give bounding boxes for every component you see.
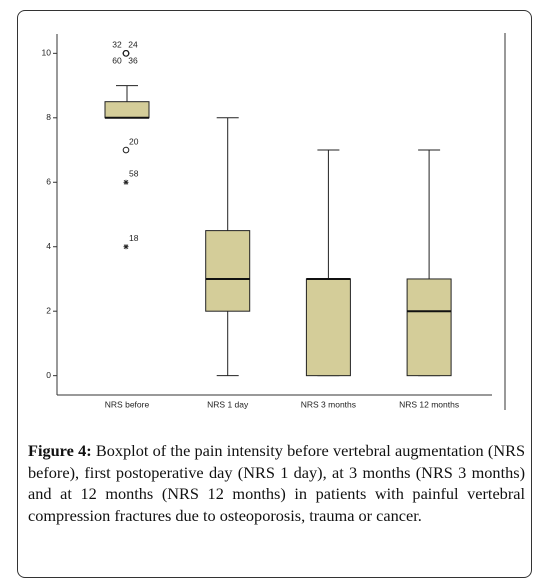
outlier-extreme: [123, 179, 129, 185]
figure-frame: [17, 10, 532, 578]
box: [305, 278, 351, 377]
outlier: [122, 146, 130, 154]
y-tick-label: 8: [46, 112, 51, 122]
outlier-extreme: [123, 244, 129, 250]
caption-label: Figure 4:: [28, 441, 92, 460]
box: [406, 278, 452, 377]
outlier-label: 58: [129, 169, 139, 179]
box: [104, 101, 150, 119]
y-tick-label: 2: [46, 305, 51, 315]
outlier-label: 32: [112, 40, 122, 50]
caption-text: Boxplot of the pain intensity before ver…: [28, 441, 525, 525]
y-tick-label: 4: [46, 241, 51, 251]
outlier-label: 20: [129, 136, 139, 146]
outlier-label: 18: [129, 233, 139, 243]
outlier-label: 60: [112, 56, 122, 66]
y-tick-label: 6: [46, 177, 51, 187]
x-tick-label: NRS 3 months: [301, 399, 356, 409]
x-tick-label: NRS 1 day: [207, 399, 249, 409]
caption: Figure 4: Boxplot of the pain intensity …: [28, 440, 525, 526]
y-tick-label: 0: [46, 370, 51, 380]
box: [205, 230, 251, 312]
y-tick-label: 10: [42, 48, 52, 58]
outlier-label: 36: [128, 56, 138, 66]
outlier: [122, 50, 130, 57]
x-tick-label: NRS 12 months: [399, 399, 459, 409]
outlier-label: 24: [128, 40, 138, 50]
x-tick-label: NRS before: [105, 399, 150, 409]
